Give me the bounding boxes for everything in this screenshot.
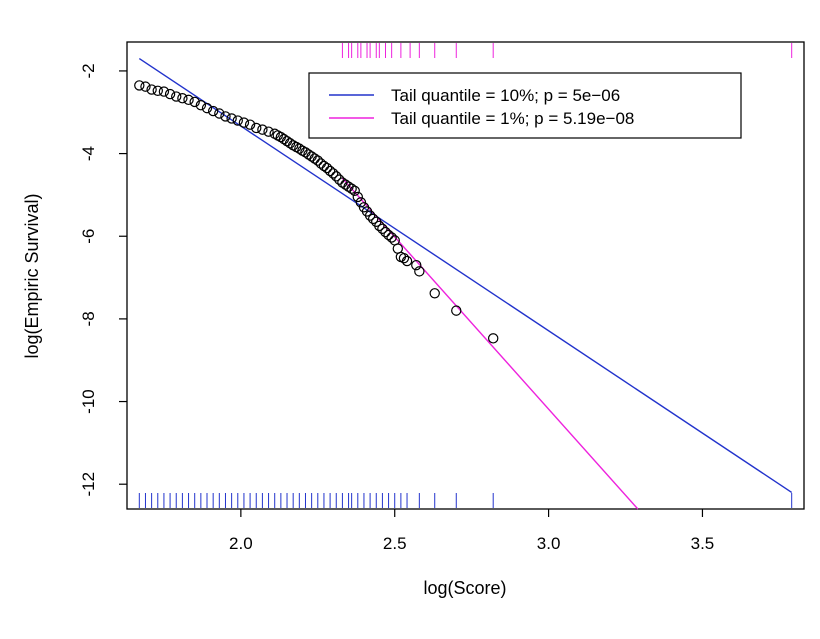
- x-tick-label-0: 2.0: [229, 534, 253, 553]
- y-tick-label-3: -8: [79, 311, 98, 326]
- data-point-65: [401, 255, 413, 267]
- y-tick-label-0: -2: [79, 63, 98, 78]
- data-point-2: [146, 84, 157, 95]
- x-axis-title: log(Score): [423, 578, 506, 598]
- data-point-15: [226, 113, 237, 124]
- data-point-57: [377, 223, 388, 234]
- data-point-64: [398, 252, 410, 264]
- fit-line-1: [341, 177, 639, 510]
- data-point-27: [284, 138, 296, 149]
- data-point-1: [140, 81, 151, 92]
- data-point-66: [411, 259, 422, 271]
- data-point-42: [331, 171, 342, 182]
- y-tick-label-4: -10: [79, 389, 98, 414]
- data-point-70: [487, 333, 499, 344]
- data-point-0: [134, 80, 145, 91]
- data-point-11: [201, 102, 213, 114]
- data-point-5: [164, 88, 176, 100]
- data-point-12: [207, 105, 219, 117]
- data-point-53: [364, 210, 376, 221]
- data-point-40: [324, 165, 336, 177]
- data-point-6: [171, 91, 182, 102]
- data-point-7: [177, 93, 188, 104]
- x-axis: 2.0 2.5 3.0 3.5: [229, 509, 714, 553]
- data-point-17: [238, 117, 250, 128]
- data-point-4: [158, 86, 170, 97]
- data-point-18: [244, 119, 256, 130]
- data-point-20: [257, 124, 268, 135]
- legend-box: [308, 72, 742, 139]
- data-point-36: [312, 155, 323, 166]
- y-tick-label-2: -6: [79, 229, 98, 244]
- y-axis-title: log(Empiric Survival): [22, 193, 42, 358]
- rug-bottom: [138, 493, 793, 508]
- data-point-49: [352, 191, 363, 203]
- data-point-48: [349, 185, 360, 196]
- data-point-60: [386, 232, 397, 243]
- data-point-54: [367, 213, 379, 225]
- data-point-68: [429, 288, 440, 299]
- data-point-14: [220, 111, 231, 122]
- x-tick-label-3: 3.5: [691, 534, 715, 553]
- data-point-67: [414, 266, 425, 277]
- y-axis: -2 -4 -6 -8 -10 -12: [79, 63, 127, 496]
- data-point-39: [321, 162, 333, 174]
- data-point-30: [294, 143, 305, 154]
- data-point-69: [451, 305, 462, 316]
- data-point-41: [327, 168, 339, 179]
- data-point-59: [383, 229, 394, 241]
- points: [134, 80, 499, 344]
- data-point-56: [374, 220, 385, 232]
- rug-top: [341, 43, 793, 58]
- data-point-58: [380, 226, 391, 238]
- legend: Tail quantile = 10%; p = 5e−06 Tail quan…: [308, 72, 742, 139]
- data-point-10: [195, 100, 207, 111]
- data-point-19: [251, 122, 262, 134]
- data-point-21: [263, 126, 274, 137]
- data-point-9: [189, 96, 200, 108]
- x-tick-label-1: 2.5: [383, 534, 407, 553]
- legend-label-1: Tail quantile = 1%; p = 5.19e−08: [391, 109, 634, 128]
- data-point-16: [232, 115, 243, 126]
- y-tick-label-1: -4: [79, 146, 98, 161]
- data-point-8: [183, 94, 194, 106]
- data-point-47: [346, 183, 357, 194]
- fit-lines: [138, 57, 793, 510]
- legend-label-0: Tail quantile = 10%; p = 5e−06: [391, 86, 620, 105]
- y-tick-label-5: -12: [79, 472, 98, 497]
- data-point-3: [152, 85, 163, 96]
- fit-line-0: [138, 57, 793, 494]
- x-tick-label-2: 3.0: [537, 534, 561, 553]
- data-point-13: [214, 108, 225, 119]
